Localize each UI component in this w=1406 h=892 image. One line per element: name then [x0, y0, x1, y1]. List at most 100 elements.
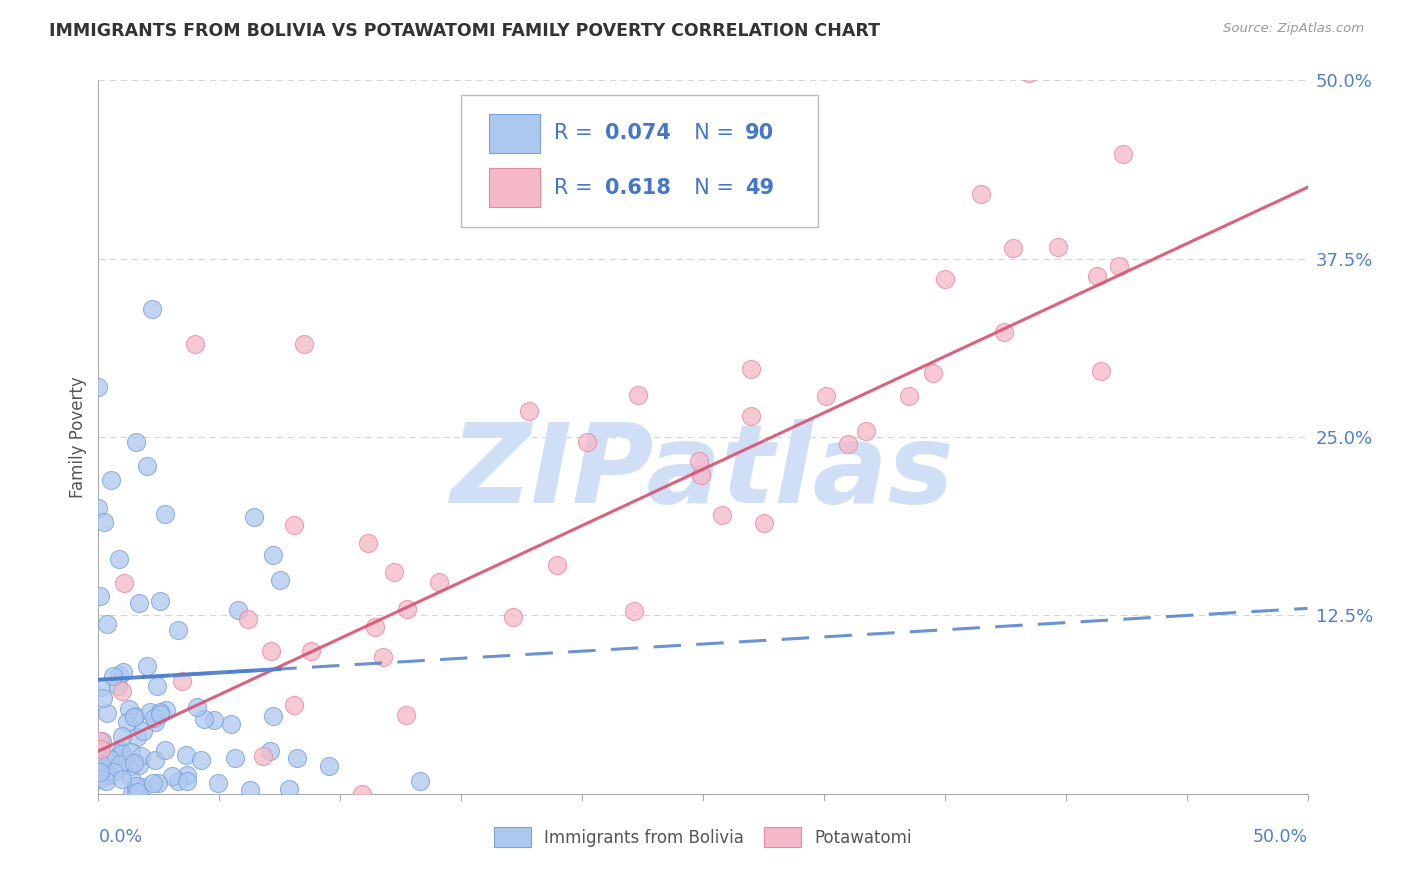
Point [89, 589, 111, 603]
Point [111, 729, 134, 743]
Point [125, 730, 148, 744]
Point [283, 518, 305, 533]
Point [143, 753, 166, 767]
Point [108, 552, 131, 566]
Point [172, 673, 194, 688]
Point [1108, 259, 1130, 273]
Point [115, 714, 138, 729]
Point [357, 535, 380, 549]
Text: IMMIGRANTS FROM BOLIVIA VS POTAWATOMI FAMILY POVERTY CORRELATION CHART: IMMIGRANTS FROM BOLIVIA VS POTAWATOMI FA… [49, 22, 880, 40]
Point [299, 644, 322, 658]
Point [752, 516, 775, 530]
Point [89, 764, 111, 779]
Point [740, 409, 762, 423]
Point [262, 709, 284, 723]
Y-axis label: Family Poverty: Family Poverty [69, 376, 87, 498]
Text: 0.0%: 0.0% [98, 828, 142, 847]
Point [125, 785, 148, 799]
Point [125, 434, 148, 449]
Point [100, 473, 122, 487]
Point [970, 187, 993, 202]
Point [855, 424, 877, 438]
Point [153, 743, 176, 757]
Point [190, 753, 212, 767]
Point [623, 604, 645, 618]
Point [132, 724, 155, 739]
Point [575, 434, 598, 449]
Point [626, 388, 648, 402]
Point [193, 712, 215, 726]
Point [318, 759, 340, 773]
Point [124, 708, 146, 723]
Point [219, 717, 242, 731]
Point [90, 742, 112, 756]
Point [160, 768, 183, 782]
Point [132, 780, 155, 795]
Point [118, 759, 141, 773]
Point [135, 458, 157, 473]
Point [688, 453, 710, 467]
Point [107, 679, 129, 693]
Point [98, 768, 121, 782]
Point [373, 649, 395, 664]
Point [90, 733, 112, 747]
Point [96, 616, 118, 631]
Point [96, 706, 118, 720]
Point [127, 785, 149, 799]
Point [122, 756, 145, 770]
Point [364, 619, 387, 633]
Point [98, 752, 121, 766]
Text: 90: 90 [745, 123, 775, 143]
Point [352, 787, 374, 801]
Point [90, 757, 112, 772]
Point [517, 404, 540, 418]
Point [112, 665, 135, 679]
Point [87, 757, 110, 772]
Point [226, 603, 249, 617]
Point [87, 501, 110, 516]
Point [121, 785, 143, 799]
Point [87, 380, 110, 394]
Point [149, 705, 172, 719]
Point [993, 325, 1015, 339]
Point [89, 747, 111, 761]
Point [1046, 240, 1069, 254]
Point [207, 776, 229, 790]
Point [176, 768, 198, 782]
Text: N =: N = [682, 123, 741, 143]
Point [155, 507, 177, 521]
Point [815, 388, 838, 402]
Point [1002, 241, 1025, 255]
Point [111, 683, 134, 698]
Point [155, 703, 177, 717]
Text: 0.618: 0.618 [605, 178, 671, 198]
FancyBboxPatch shape [489, 114, 540, 153]
Point [94, 769, 117, 783]
Point [740, 361, 762, 376]
Point [1018, 66, 1040, 80]
Text: 50.0%: 50.0% [1253, 828, 1308, 847]
Text: ZIPatlas: ZIPatlas [451, 419, 955, 526]
Point [111, 772, 134, 787]
Point [922, 366, 945, 380]
Point [90, 681, 112, 695]
Point [93, 515, 115, 529]
Point [396, 602, 419, 616]
Point [89, 734, 111, 748]
Point [283, 698, 305, 712]
Point [409, 774, 432, 789]
Text: 49: 49 [745, 178, 775, 198]
Point [186, 700, 208, 714]
Point [143, 711, 166, 725]
Point [262, 548, 284, 562]
Point [101, 668, 124, 682]
Point [89, 772, 111, 787]
Point [148, 594, 170, 608]
Point [103, 764, 125, 779]
Point [111, 746, 134, 760]
Point [91, 691, 114, 706]
Point [277, 782, 299, 797]
Point [259, 644, 281, 658]
Point [176, 774, 198, 789]
Point [502, 610, 524, 624]
